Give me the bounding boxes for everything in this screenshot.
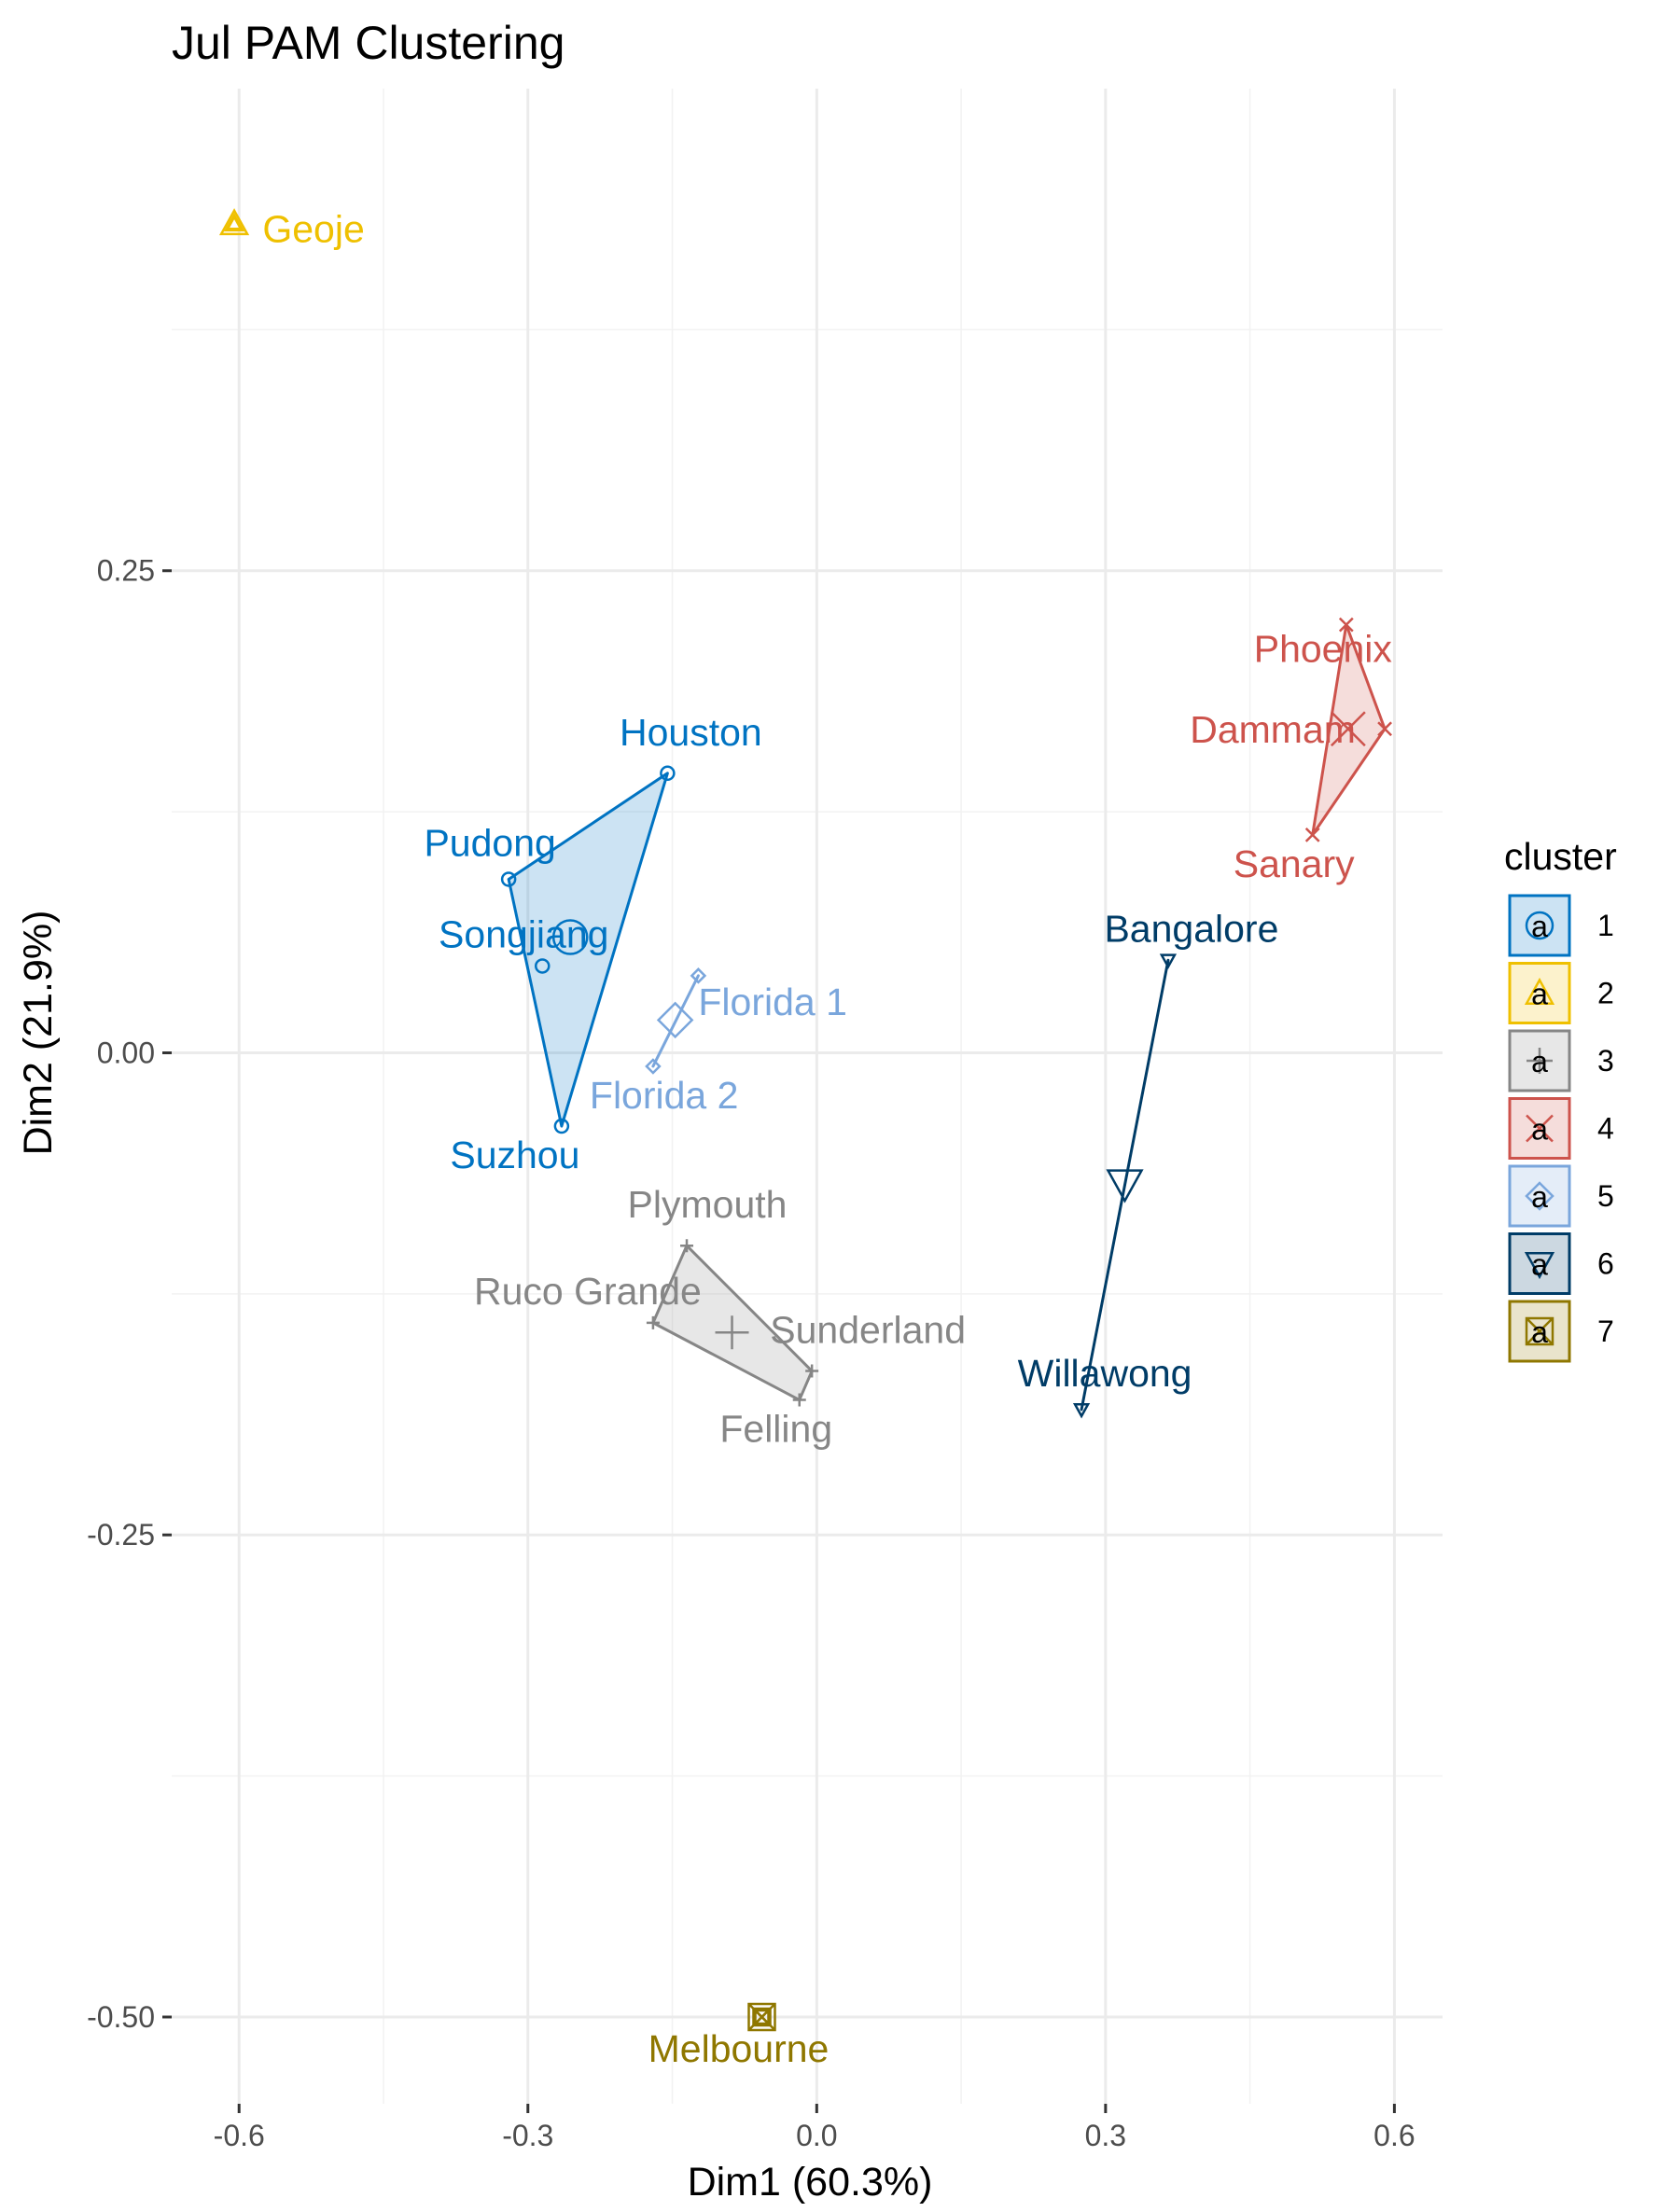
point-label: Pudong — [424, 821, 555, 864]
point-label: Willawong — [1018, 1352, 1192, 1395]
x-tick-label: 0.0 — [796, 2119, 837, 2152]
legend-label-5: 5 — [1597, 1179, 1614, 1213]
data-points — [218, 208, 1392, 2032]
legend-label-1: 1 — [1597, 909, 1614, 942]
legend-key-1-shape — [1525, 911, 1554, 940]
point-label: Florida 1 — [698, 981, 847, 1023]
legend-title: cluster — [1504, 835, 1617, 878]
point-label: Felling — [719, 1408, 832, 1451]
point-label: Houston — [620, 711, 762, 754]
chart-title: Jul PAM Clustering — [172, 17, 565, 69]
legend-key-1-glyph: a — [1531, 910, 1548, 943]
cluster-6-hull — [1080, 958, 1170, 1412]
cluster-5-hull — [651, 974, 700, 1068]
point-label: Songjiang — [439, 912, 608, 955]
cluster-1-point — [500, 871, 517, 887]
legend-key-2-glyph: a — [1531, 978, 1548, 1011]
cluster-5-center — [656, 1001, 694, 1039]
legend-key-5-glyph: a — [1531, 1180, 1548, 1214]
cluster-3-point — [646, 1315, 660, 1329]
cluster-1-hull — [507, 772, 669, 1128]
cluster-4-point — [1304, 828, 1320, 842]
grid — [172, 89, 1443, 2104]
cluster-7-center-inner — [752, 2007, 772, 2027]
legend-key-7-shape — [1525, 1316, 1554, 1346]
legend-key-5 — [1508, 1164, 1571, 1228]
point-label: Bangalore — [1104, 907, 1278, 950]
point-label: Sanary — [1234, 842, 1355, 885]
point-labels: Houston Pudong Songjiang Suzhou Geoje Plymout… — [262, 208, 1392, 2070]
point-label: Dammam — [1190, 708, 1356, 751]
cluster-4-point — [1377, 721, 1392, 737]
point-label: Plymouth — [628, 1183, 788, 1226]
cluster-6-point — [1159, 953, 1178, 969]
cluster-2-center — [218, 208, 250, 236]
legend-key-6 — [1508, 1232, 1571, 1295]
x-tick-label: -0.6 — [214, 2119, 265, 2152]
legend-key-1 — [1508, 894, 1571, 957]
cluster-3-center — [715, 1315, 749, 1350]
y-axis-title: Dim2 (21.9%) — [16, 911, 61, 1156]
cluster-5-point — [645, 1058, 662, 1075]
cluster-3-point — [792, 1393, 806, 1407]
cluster-5-point — [690, 967, 707, 984]
y-tick-label: -0.50 — [87, 2000, 155, 2034]
legend: cluster a 1 a 2 a 3 a 4 a 5 a 6 a 7 — [1504, 835, 1617, 1363]
cluster-6-point — [1072, 1403, 1091, 1419]
cluster-2-center-inner — [223, 213, 245, 232]
x-tick-label: -0.3 — [502, 2119, 553, 2152]
legend-label-6: 6 — [1597, 1247, 1614, 1281]
cluster-1-point — [535, 958, 551, 974]
legend-key-6-glyph: a — [1531, 1248, 1548, 1282]
point-label: Sunderland — [770, 1309, 966, 1352]
y-tick-label: 0.00 — [97, 1036, 155, 1069]
cluster-4-center — [1330, 711, 1366, 747]
legend-label-4: 4 — [1597, 1112, 1614, 1146]
cluster-1-point — [660, 765, 676, 782]
cluster-1-center — [551, 919, 589, 955]
legend-label-2: 2 — [1597, 977, 1614, 1010]
point-label: Ruco Grande — [474, 1270, 702, 1313]
legend-key-2-shape — [1524, 977, 1555, 1005]
legend-key-3-shape — [1527, 1048, 1553, 1074]
cluster-4-point — [1338, 617, 1354, 633]
x-tick-label: 0.6 — [1373, 2119, 1415, 2152]
legend-key-5-shape — [1525, 1181, 1554, 1211]
axes: -0.6 -0.3 0.0 0.3 0.6 -0.50 -0.25 0.00 0.25 — [87, 554, 1415, 2152]
y-tick-label: -0.25 — [87, 1518, 155, 1551]
x-tick-label: 0.3 — [1085, 2119, 1126, 2152]
legend-key-4-shape — [1526, 1114, 1554, 1143]
point-label: Florida 2 — [590, 1074, 739, 1117]
point-label: Suzhou — [450, 1134, 579, 1176]
cluster-3-point — [680, 1239, 694, 1253]
cluster-3-point — [805, 1364, 819, 1378]
legend-key-4-glyph: a — [1531, 1113, 1548, 1147]
point-label: Melbourne — [648, 2027, 830, 2070]
legend-key-6-shape — [1524, 1252, 1555, 1280]
point-label: Phoenix — [1254, 628, 1393, 671]
cluster-6-center — [1106, 1169, 1144, 1203]
y-tick-label: 0.25 — [97, 554, 155, 588]
legend-key-7-glyph: a — [1531, 1315, 1548, 1349]
x-axis-title: Dim1 (60.3%) — [688, 2160, 933, 2205]
legend-label-7: 7 — [1597, 1315, 1614, 1348]
legend-key-2 — [1508, 962, 1571, 1024]
cluster-1-point — [553, 1118, 570, 1134]
legend-key-3-glyph: a — [1531, 1045, 1548, 1078]
point-label: Geoje — [262, 208, 364, 251]
legend-label-3: 3 — [1597, 1044, 1614, 1078]
